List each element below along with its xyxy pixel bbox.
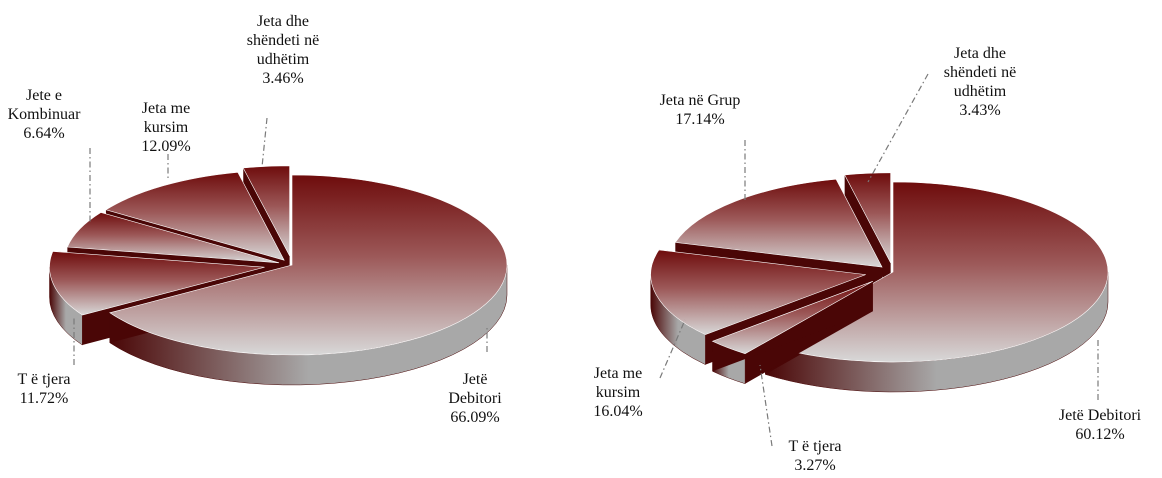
slice-name-label: udhëtim	[257, 51, 310, 68]
slice-name-label: shëndeti në	[944, 64, 1016, 81]
slice-name-label: Jeta me	[594, 365, 642, 382]
slice-top	[242, 165, 290, 256]
slice-t-e-tjera	[711, 281, 873, 385]
slice-top	[711, 281, 873, 355]
slice-top	[844, 172, 891, 263]
label-jeta-me-kursim: Jeta me kursim 12.09%	[141, 100, 191, 178]
slice-value-label: 3.46%	[262, 70, 303, 87]
slice-name-label: kursim	[596, 384, 641, 401]
slice-value-label: 3.43%	[959, 102, 1000, 119]
label-jeta-dhe-shendeti-ne-udhetim: Jeta dhe shëndeti në udhëtim 3.43%	[867, 45, 1016, 183]
leader-line	[867, 73, 929, 183]
slice-name-label: udhëtim	[954, 83, 1007, 100]
slice-value-label: 3.27%	[794, 457, 835, 473]
slice-name-label: shëndeti në	[247, 32, 319, 49]
slice-name-label: Jetë Debitori	[1059, 407, 1142, 424]
slice-name-label: T ë tjera	[788, 438, 841, 455]
leader-line	[659, 319, 686, 379]
slice-name-label: Debitori	[448, 390, 502, 407]
leader-line	[759, 364, 773, 447]
slice-jete-debitori	[109, 174, 508, 386]
label-t-e-tjera: T ë tjera 11.72%	[17, 318, 75, 407]
slice-value-label: 12.09%	[141, 138, 190, 155]
label-t-e-tjera: T ë tjera 3.27%	[759, 364, 842, 474]
pie-chart-1: Jetë Debitori 66.09% T ë tjera 11.72% Jete e K…	[8, 13, 508, 426]
slice-value-label: 6.64%	[23, 125, 64, 142]
slice-top	[49, 251, 265, 316]
label-jete-debitori: Jetë Debitori 60.12%	[1059, 340, 1142, 443]
slice-name-label: Jeta dhe	[954, 45, 1006, 62]
pie-chart-2: Jetë Debitori 60.12% T ë tjera 3.27% Jeta me…	[593, 45, 1142, 474]
slice-top	[66, 212, 280, 264]
slice-name-label: Jeta me	[142, 100, 190, 117]
slice-top	[674, 178, 883, 268]
slice-name-label: Jete e	[26, 87, 62, 104]
slice-top	[650, 249, 866, 335]
slice-top	[109, 174, 508, 356]
slice-top	[105, 171, 285, 261]
slice-value-label: 60.12%	[1075, 426, 1124, 443]
leader-line	[261, 117, 268, 168]
slice-name-label: kursim	[144, 119, 189, 136]
slice-name-label: Kombinuar	[8, 106, 82, 123]
slice-name-label: Jetë	[463, 371, 488, 388]
slice-value-label: 16.04%	[593, 403, 642, 420]
slice-name-label: Jeta në Grup	[660, 92, 741, 109]
slice-name-label: Jeta dhe	[257, 13, 309, 30]
label-jeta-ne-grup: Jeta në Grup 17.14%	[660, 92, 746, 200]
slice-value-label: 17.14%	[675, 111, 724, 128]
slice-value-label: 66.09%	[450, 409, 499, 426]
slice-value-label: 11.72%	[20, 390, 69, 407]
label-jete-debitori: Jetë Debitori 66.09%	[448, 325, 502, 426]
label-jete-e-kombinuar: Jete e Kombinuar 6.64%	[8, 87, 91, 222]
label-jeta-me-kursim: Jeta me kursim 16.04%	[593, 319, 686, 420]
slice-name-label: T ë tjera	[17, 371, 70, 388]
label-jeta-dhe-shendeti-ne-udhetim: Jeta dhe shëndeti në udhëtim 3.46%	[247, 13, 319, 168]
